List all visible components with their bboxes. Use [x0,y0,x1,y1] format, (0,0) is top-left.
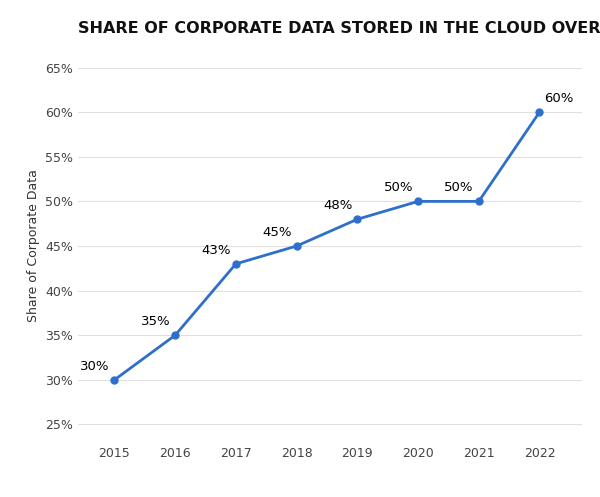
Text: 45%: 45% [262,226,292,239]
Text: 43%: 43% [202,244,231,257]
Text: 50%: 50% [383,181,413,194]
Y-axis label: Share of Corporate Data: Share of Corporate Data [26,169,40,323]
Text: 60%: 60% [544,92,574,105]
Text: 35%: 35% [140,315,170,328]
Text: 48%: 48% [323,199,352,212]
Text: 50%: 50% [445,181,474,194]
Text: SHARE OF CORPORATE DATA STORED IN THE CLOUD OVER TIME: SHARE OF CORPORATE DATA STORED IN THE CL… [78,21,600,36]
Text: 30%: 30% [80,360,110,373]
